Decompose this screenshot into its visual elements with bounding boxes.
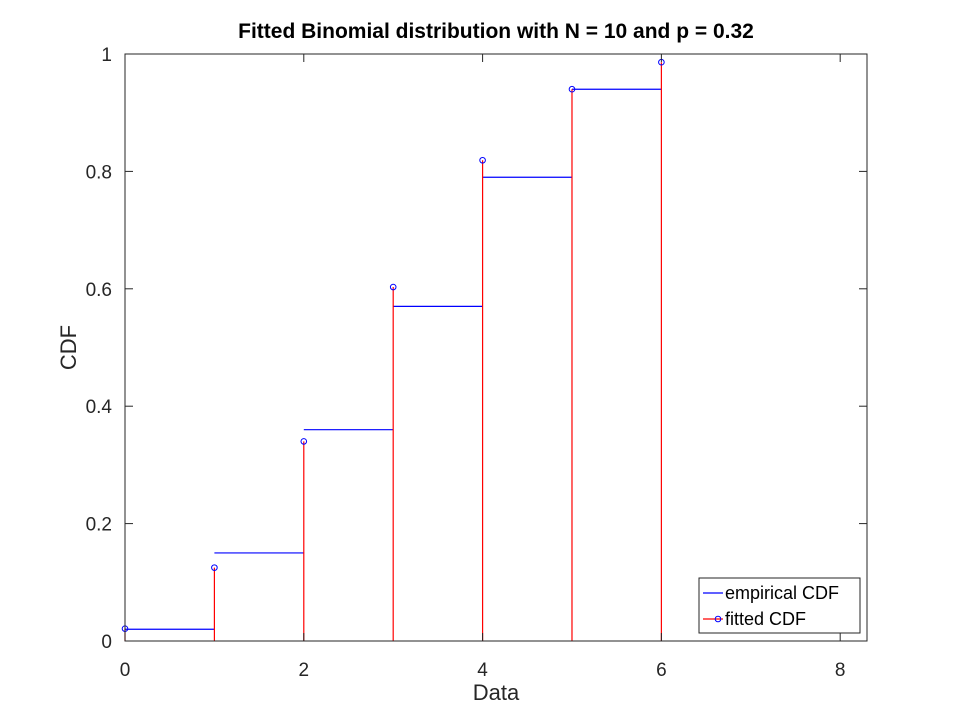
legend-box (698, 577, 861, 634)
y-tick-label: 0.8 (86, 162, 112, 183)
y-tick-label: 0.4 (86, 397, 113, 418)
y-axis-title: CDF (56, 325, 81, 370)
fitted-cdf-point (300, 438, 308, 445)
chart-title: Fitted Binomial distribution with N = 10… (238, 20, 754, 43)
legend-entry-fitted-cdf: fitted CDF (725, 609, 806, 629)
x-tick-label: 0 (120, 660, 131, 681)
legend: empirical CDF fitted CDF (698, 577, 861, 634)
y-tick-label: 0.2 (86, 515, 112, 536)
y-tick-label: 1 (101, 45, 112, 66)
legend-marker-swatch (714, 615, 722, 623)
y-tick-label: 0 (101, 632, 112, 653)
fitted-cdf-point (389, 283, 397, 291)
x-tick-label: 8 (835, 660, 846, 681)
fitted-cdf-point (479, 156, 486, 164)
plot-frame (124, 53, 868, 642)
fitted-cdf-point (568, 85, 576, 93)
tick-layer: 0 2 4 6 8 0 0.2 0.4 0.6 0.8 1 (86, 45, 867, 681)
x-tick-label: 4 (477, 660, 488, 681)
x-tick-label: 2 (299, 660, 310, 681)
x-tick-label: 6 (656, 660, 667, 681)
x-axis-title: Data (473, 680, 520, 705)
series-layer (121, 58, 665, 641)
y-tick-label: 0.6 (86, 280, 112, 301)
legend-entry-empirical-cdf: empirical CDF (725, 583, 839, 603)
fitted-cdf-point (211, 564, 218, 571)
